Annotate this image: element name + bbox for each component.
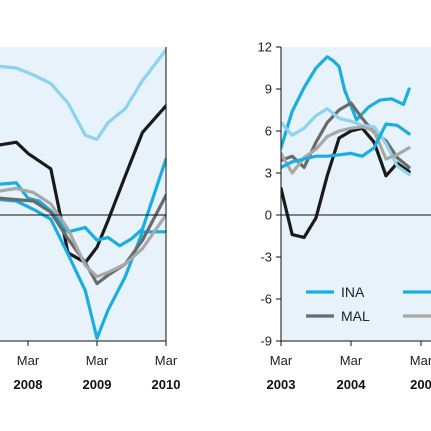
x-tick-year: 2008 xyxy=(14,377,43,392)
series-line-right-5 xyxy=(281,122,411,169)
series-group-right xyxy=(281,55,411,239)
x-tick-year: 200 xyxy=(410,377,431,392)
y-tick-label: 0 xyxy=(265,208,272,223)
x-tick-month: Mar xyxy=(17,353,40,368)
y-tick-label: 12 xyxy=(258,40,272,55)
x-ticks-right: Mar 2003 Mar 2004 Mar 200 xyxy=(267,341,431,392)
y-tick-label: 9 xyxy=(265,82,272,97)
chart-panel-right: 12 9 6 3 0 -3 -6 -9 Mar 2003 Mar 2004 Mar 200 INA MAL xyxy=(258,40,431,392)
y-tick-label: -6 xyxy=(260,292,272,307)
series-line-right-0 xyxy=(281,55,411,150)
series-line-left-1 xyxy=(0,104,166,265)
legend-label: INA xyxy=(341,284,365,300)
x-tick-month: Mar xyxy=(86,353,109,368)
y-tick-label: -9 xyxy=(260,334,272,349)
plot-background-left xyxy=(0,47,166,341)
series-line-right-1 xyxy=(281,101,411,169)
series-line-right-2 xyxy=(281,126,411,239)
series-line-left-5 xyxy=(0,186,166,279)
x-tick-year: 2010 xyxy=(152,377,181,392)
chart-panel-left: Mar 2008 Mar 2009 Mar 2010 xyxy=(0,47,180,392)
x-ticks-left: Mar 2008 Mar 2009 Mar 2010 xyxy=(14,341,181,392)
series-line-left-3 xyxy=(0,198,166,340)
y-ticks-right: 12 9 6 3 0 -3 -6 -9 xyxy=(258,40,281,349)
series-line-right-3 xyxy=(281,106,411,176)
x-tick-month: Mar xyxy=(155,353,178,368)
y-tick-label: 3 xyxy=(265,166,272,181)
series-line-left-0 xyxy=(0,48,166,141)
x-tick-year: 2009 xyxy=(83,377,112,392)
y-tick-label: 6 xyxy=(265,124,272,139)
legend: INA MAL xyxy=(306,284,431,324)
x-tick-year: 2003 xyxy=(267,377,296,392)
x-tick-month: Mar xyxy=(270,353,293,368)
legend-label: MAL xyxy=(341,308,370,324)
x-tick-month: Mar xyxy=(410,353,431,368)
y-tick-label: -3 xyxy=(260,250,272,265)
x-tick-year: 2004 xyxy=(337,377,367,392)
x-tick-month: Mar xyxy=(340,353,363,368)
series-group-left xyxy=(0,48,166,340)
